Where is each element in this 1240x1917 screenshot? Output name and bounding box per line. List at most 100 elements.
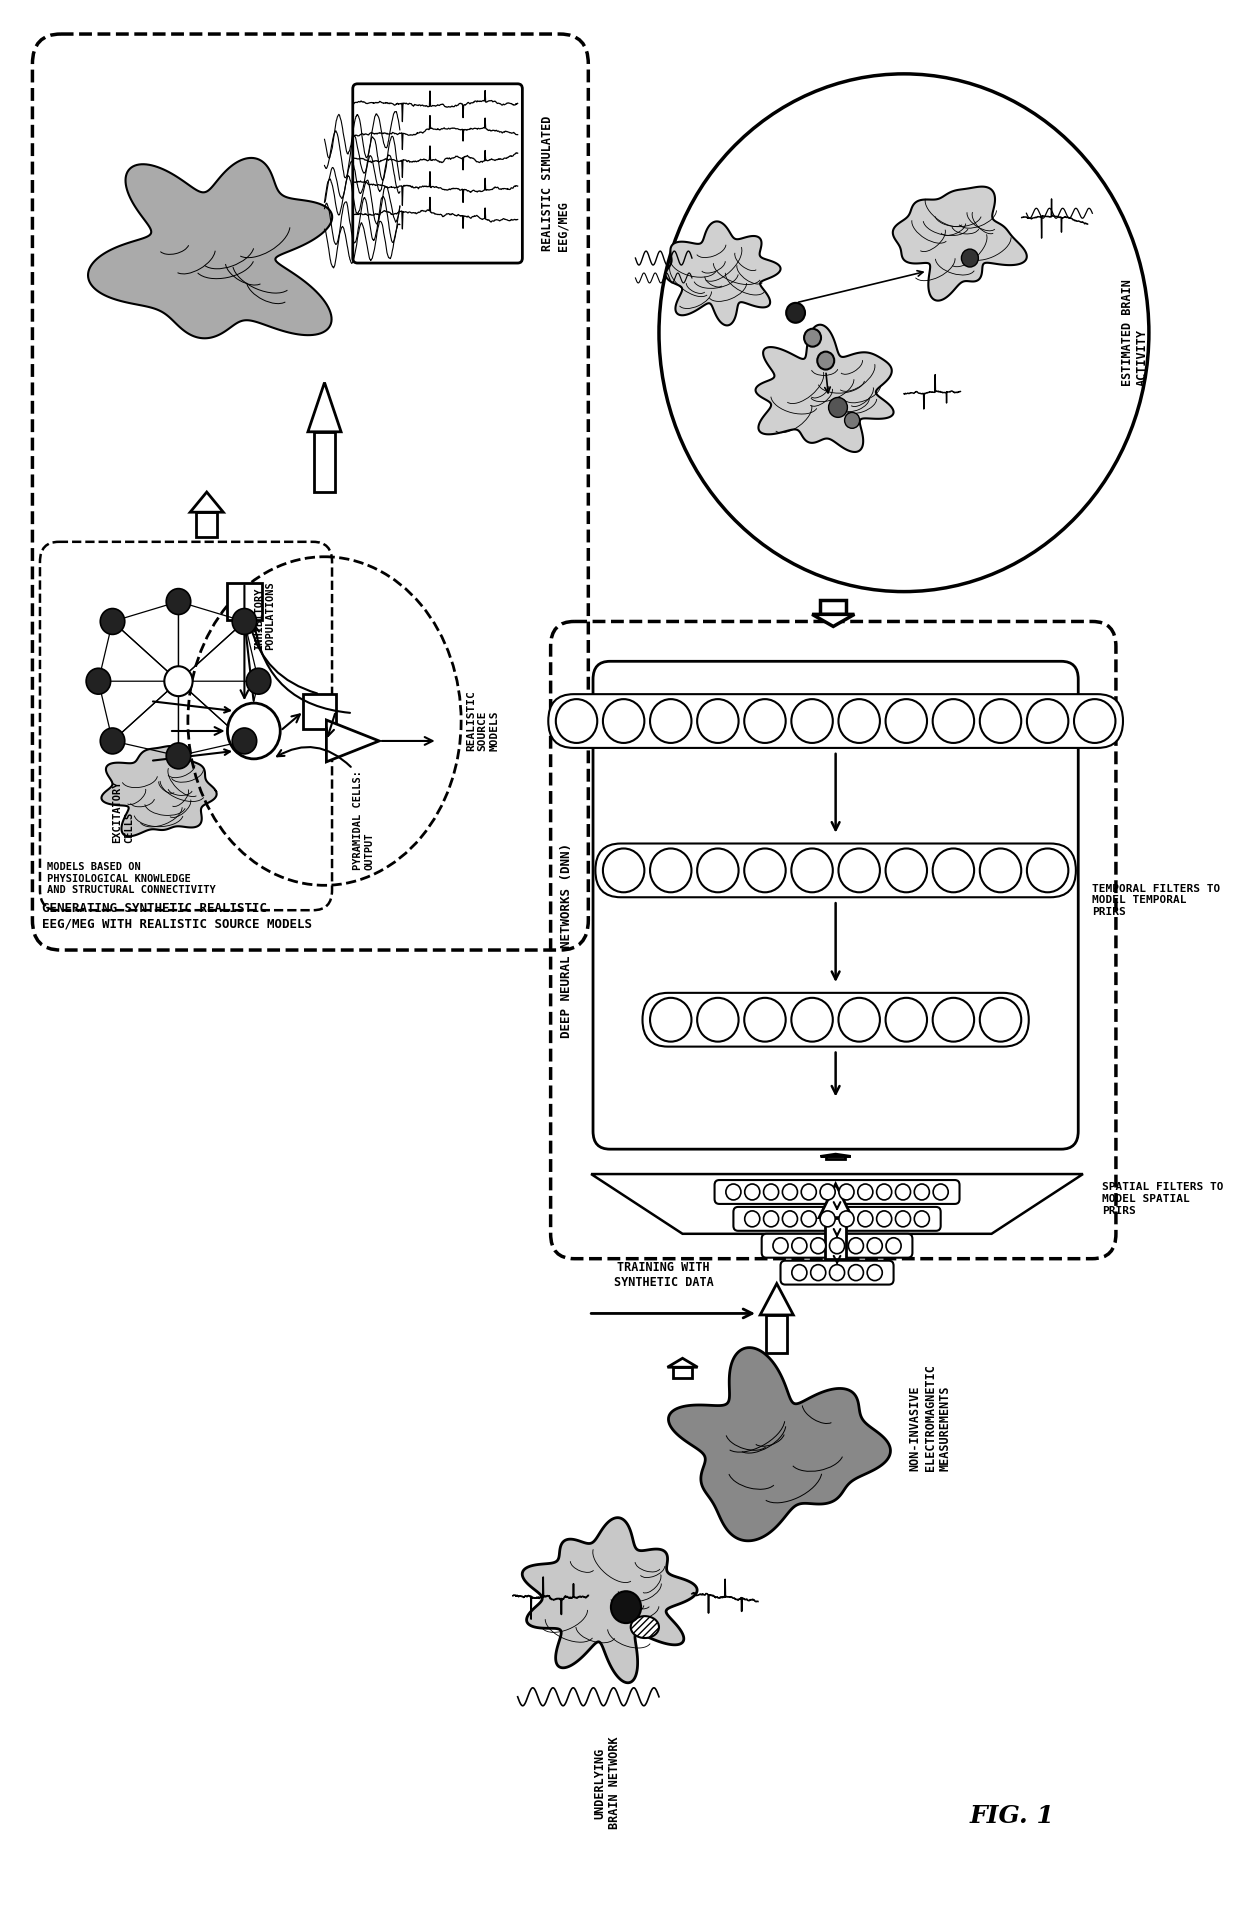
FancyBboxPatch shape xyxy=(352,84,522,263)
Polygon shape xyxy=(893,186,1027,301)
Circle shape xyxy=(744,700,786,744)
Circle shape xyxy=(556,700,598,744)
Circle shape xyxy=(838,999,880,1041)
Polygon shape xyxy=(826,1156,844,1160)
Circle shape xyxy=(914,1212,929,1227)
Text: PYRAMIDAL CELLS:
OUTPUT: PYRAMIDAL CELLS: OUTPUT xyxy=(352,771,374,870)
Circle shape xyxy=(895,1212,910,1227)
FancyBboxPatch shape xyxy=(595,843,1076,897)
Polygon shape xyxy=(760,1284,794,1315)
Circle shape xyxy=(848,1265,863,1281)
Polygon shape xyxy=(820,600,847,613)
Text: DEEP NEURAL NETWORKS (DNN): DEEP NEURAL NETWORKS (DNN) xyxy=(560,843,573,1037)
FancyBboxPatch shape xyxy=(593,661,1079,1148)
Bar xyxy=(304,694,336,728)
Text: REALISTIC
SOURCE
MODELS: REALISTIC SOURCE MODELS xyxy=(466,690,498,751)
Circle shape xyxy=(961,249,978,266)
Circle shape xyxy=(811,1238,826,1254)
Polygon shape xyxy=(766,1315,787,1353)
Circle shape xyxy=(86,669,110,694)
Circle shape xyxy=(817,351,835,370)
Circle shape xyxy=(877,1212,892,1227)
Circle shape xyxy=(764,1185,779,1200)
Text: UNDERLYING
BRAIN NETWORK: UNDERLYING BRAIN NETWORK xyxy=(593,1737,621,1829)
Circle shape xyxy=(828,397,847,418)
Circle shape xyxy=(830,1265,844,1281)
Circle shape xyxy=(830,1238,844,1254)
Text: MODELS BASED ON
PHYSIOLOGICAL KNOWLEDGE
AND STRUCTURAL CONNECTIVITY: MODELS BASED ON PHYSIOLOGICAL KNOWLEDGE … xyxy=(47,863,216,895)
Text: TRAINING WITH
SYNTHETIC DATA: TRAINING WITH SYNTHETIC DATA xyxy=(614,1261,713,1288)
Circle shape xyxy=(232,728,257,753)
Circle shape xyxy=(603,700,645,744)
Circle shape xyxy=(792,1238,807,1254)
Polygon shape xyxy=(196,512,217,537)
Circle shape xyxy=(820,1185,836,1200)
Text: EXCITATORY
CELLS: EXCITATORY CELLS xyxy=(113,780,134,843)
Circle shape xyxy=(697,700,739,744)
Circle shape xyxy=(791,849,833,891)
Circle shape xyxy=(801,1185,816,1200)
Circle shape xyxy=(980,849,1022,891)
Circle shape xyxy=(1027,700,1069,744)
Text: NON-INVASIVE
ELECTROMAGNETIC
MEASUREMENTS: NON-INVASIVE ELECTROMAGNETIC MEASUREMENT… xyxy=(909,1365,951,1472)
Circle shape xyxy=(844,412,859,427)
Circle shape xyxy=(697,849,739,891)
Circle shape xyxy=(885,999,928,1041)
Circle shape xyxy=(867,1265,883,1281)
Text: FIG. 1: FIG. 1 xyxy=(970,1804,1055,1829)
FancyBboxPatch shape xyxy=(780,1261,894,1284)
Polygon shape xyxy=(667,1359,698,1367)
Polygon shape xyxy=(666,222,780,326)
Circle shape xyxy=(791,999,833,1041)
Circle shape xyxy=(839,1212,854,1227)
Polygon shape xyxy=(826,1217,846,1259)
Circle shape xyxy=(166,744,191,769)
Circle shape xyxy=(227,704,280,759)
Circle shape xyxy=(980,700,1022,744)
Polygon shape xyxy=(314,431,335,493)
Circle shape xyxy=(887,1238,901,1254)
Circle shape xyxy=(801,1212,816,1227)
Circle shape xyxy=(838,700,880,744)
Circle shape xyxy=(744,849,786,891)
Circle shape xyxy=(914,1185,929,1200)
FancyBboxPatch shape xyxy=(642,993,1029,1047)
Circle shape xyxy=(782,1185,797,1200)
Circle shape xyxy=(877,1185,892,1200)
Circle shape xyxy=(811,1265,826,1281)
Circle shape xyxy=(650,999,692,1041)
Polygon shape xyxy=(102,746,217,836)
Polygon shape xyxy=(88,157,332,337)
Polygon shape xyxy=(591,1173,1083,1235)
Text: SPATIAL FILTERS TO
MODEL SPATIAL
PRIRS: SPATIAL FILTERS TO MODEL SPATIAL PRIRS xyxy=(1102,1183,1224,1215)
Text: GENERATING SYNTHETIC REALISTIC
EEG/MEG WITH REALISTIC SOURCE MODELS: GENERATING SYNTHETIC REALISTIC EEG/MEG W… xyxy=(42,903,311,930)
Circle shape xyxy=(650,700,692,744)
Circle shape xyxy=(867,1238,883,1254)
Circle shape xyxy=(773,1238,789,1254)
Circle shape xyxy=(932,999,975,1041)
Circle shape xyxy=(792,1265,807,1281)
Circle shape xyxy=(100,608,125,635)
Circle shape xyxy=(1027,849,1069,891)
Text: REALISTIC SIMULATED
EEG/MEG: REALISTIC SIMULATED EEG/MEG xyxy=(541,115,569,251)
Circle shape xyxy=(932,700,975,744)
Circle shape xyxy=(745,1212,760,1227)
Circle shape xyxy=(782,1212,797,1227)
Polygon shape xyxy=(821,1154,851,1156)
Polygon shape xyxy=(755,324,894,452)
Polygon shape xyxy=(326,721,379,761)
Circle shape xyxy=(658,75,1149,592)
Text: ESTIMATED BRAIN
ACTIVITY: ESTIMATED BRAIN ACTIVITY xyxy=(1121,280,1148,385)
Circle shape xyxy=(744,999,786,1041)
Polygon shape xyxy=(522,1518,697,1683)
Circle shape xyxy=(697,999,739,1041)
FancyBboxPatch shape xyxy=(548,694,1123,748)
Circle shape xyxy=(934,1185,949,1200)
Circle shape xyxy=(786,303,805,322)
Circle shape xyxy=(247,669,270,694)
Circle shape xyxy=(100,728,125,753)
Circle shape xyxy=(791,700,833,744)
Circle shape xyxy=(1074,700,1116,744)
Circle shape xyxy=(895,1185,910,1200)
Polygon shape xyxy=(668,1348,890,1541)
